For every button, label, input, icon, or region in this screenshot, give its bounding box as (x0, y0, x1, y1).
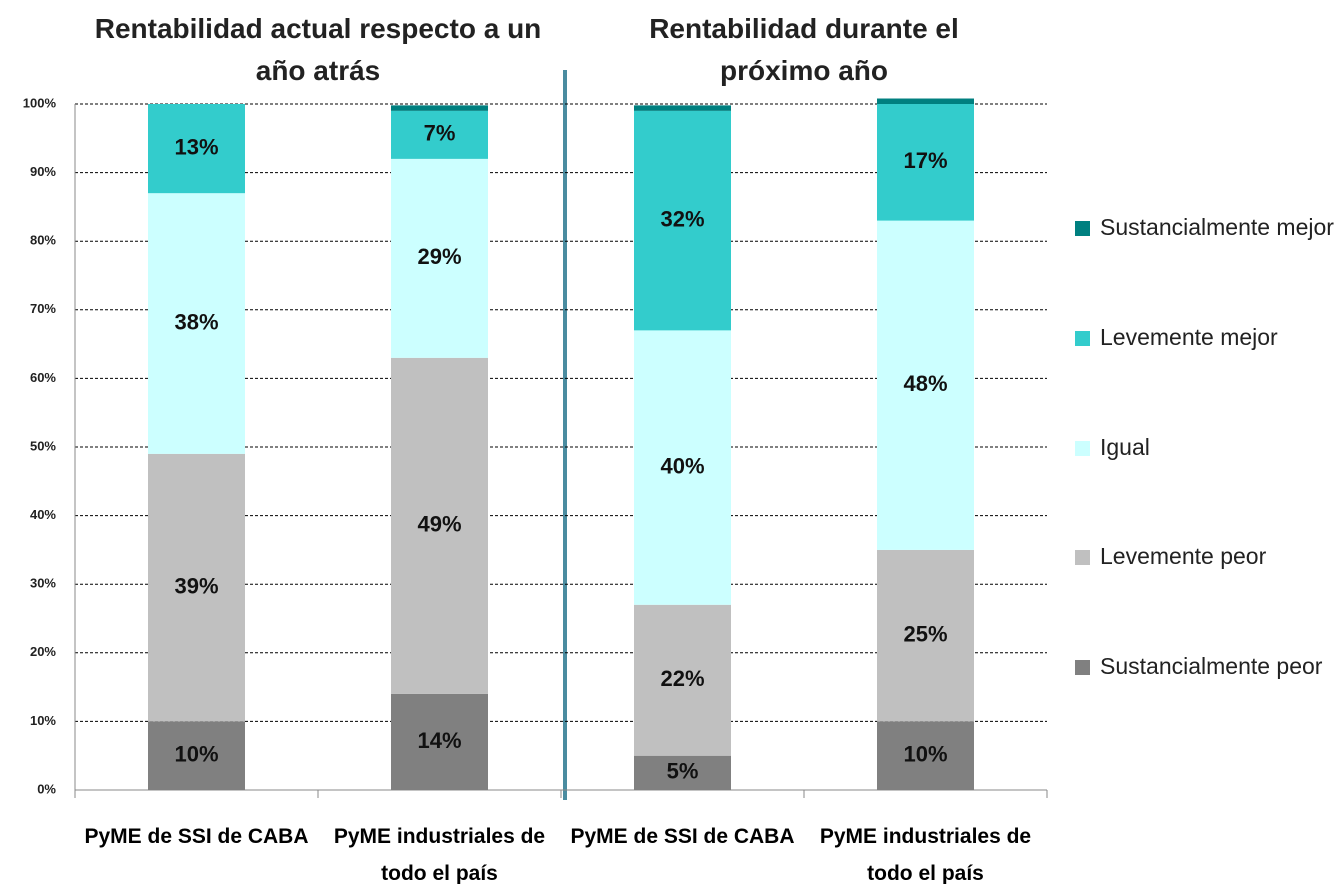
y-tick-label: 100% (23, 95, 57, 110)
bar-segment (634, 110, 731, 331)
bar-segment (877, 104, 974, 221)
legend-swatch (1075, 550, 1090, 565)
data-label: 48% (903, 371, 947, 396)
data-label: 49% (417, 512, 461, 537)
data-label: 13% (174, 134, 218, 159)
data-label: 39% (174, 573, 218, 598)
group-title: Rentabilidad actual respecto a un año at… (94, 13, 542, 86)
bar-segment (148, 104, 245, 194)
bar-segment (634, 755, 731, 790)
bar-segment (877, 549, 974, 722)
legend-swatch (1075, 221, 1090, 236)
data-label: 10% (174, 742, 218, 767)
bar-segment (391, 357, 488, 694)
y-tick-label: 90% (30, 164, 56, 179)
x-tick-label: PyME de SSI de CABA (84, 825, 309, 848)
y-tick-label: 70% (30, 301, 56, 316)
legend-swatch (1075, 660, 1090, 675)
y-tick-label: 50% (30, 438, 56, 453)
y-tick-label: 20% (30, 644, 56, 659)
bar-segment (148, 453, 245, 722)
y-tick-label: 10% (30, 713, 56, 728)
y-tick-label: 0% (37, 781, 56, 796)
bar-segment (391, 158, 488, 358)
y-tick-label: 30% (30, 576, 56, 591)
legend-swatch (1075, 441, 1090, 456)
data-label: 10% (903, 742, 947, 767)
bar-segment (391, 110, 488, 159)
data-label: 14% (417, 728, 461, 753)
x-tick-label: PyME industriales de todo el país (819, 825, 1032, 884)
legend-label: Sustancialmente mejor (1100, 214, 1334, 240)
data-label: 29% (417, 244, 461, 269)
y-tick-label: 80% (30, 233, 56, 248)
bar-segment (877, 721, 974, 790)
data-label: 22% (660, 666, 704, 691)
data-label: 7% (424, 121, 456, 146)
bar-segment (148, 193, 245, 454)
bar-segment (391, 105, 488, 111)
bar-segment (634, 105, 731, 111)
bar-segment (634, 604, 731, 756)
data-label: 5% (667, 759, 699, 784)
data-label: 25% (903, 621, 947, 646)
legend-label: Sustancialmente peor (1100, 653, 1323, 679)
bar-segment (634, 330, 731, 605)
bar-segment (391, 693, 488, 790)
bar-segment (877, 220, 974, 550)
legend-label: Levemente peor (1100, 543, 1267, 569)
bar-segment (148, 721, 245, 790)
data-label: 17% (903, 148, 947, 173)
data-label: 40% (660, 453, 704, 478)
y-tick-label: 60% (30, 370, 56, 385)
x-tick-label: PyME de SSI de CABA (570, 825, 795, 848)
data-label: 38% (174, 309, 218, 334)
x-tick-label: PyME industriales de todo el país (333, 825, 546, 884)
y-tick-label: 40% (30, 507, 56, 522)
legend-swatch (1075, 331, 1090, 346)
group-title: Rentabilidad durante el próximo año (649, 13, 959, 86)
data-label: 32% (660, 206, 704, 231)
legend-label: Igual (1100, 434, 1150, 460)
bar-segment (877, 98, 974, 104)
legend-label: Levemente mejor (1100, 324, 1278, 350)
